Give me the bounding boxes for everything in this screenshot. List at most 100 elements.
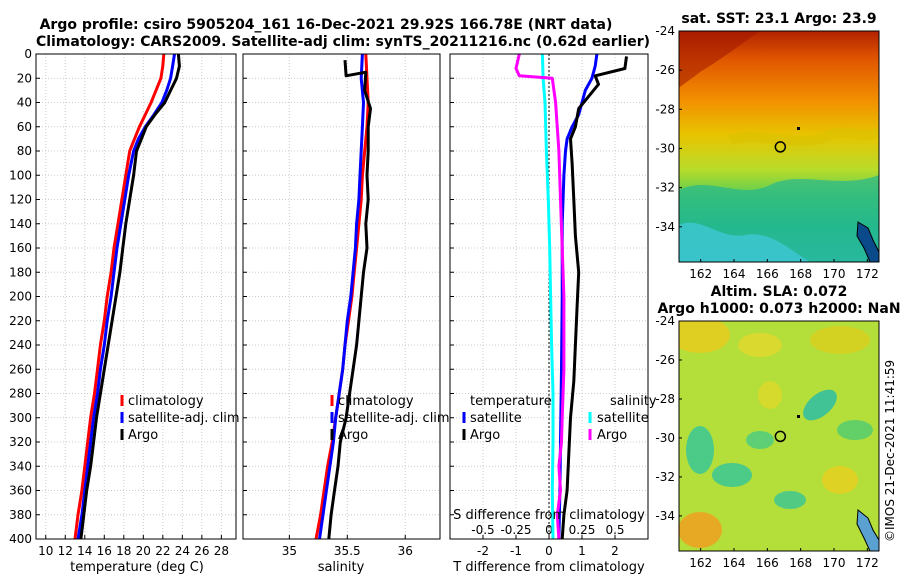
y-tick-label: 380 [9, 508, 32, 522]
map-y-tick-label: -26 [655, 63, 675, 77]
temperature-xlabel: temperature (deg C) [70, 560, 204, 575]
figure-title-line2: Climatology: CARS2009. Satellite-adj cli… [36, 34, 650, 50]
map-x-tick-label: 166 [756, 267, 779, 281]
sla-blob [738, 333, 782, 357]
y-tick-label: 400 [9, 532, 32, 546]
legend-label-climatology: climatology [338, 394, 414, 409]
temperature-legend: climatology satellite-adj. clim Argo [120, 394, 240, 443]
sst-land-outline [856, 221, 879, 262]
figure-title-line1: Argo profile: csiro 5905204_161 16-Dec-2… [40, 17, 613, 33]
y-tick-label: 120 [9, 193, 32, 207]
argo-location-marker [774, 430, 787, 443]
x-tick-label: 16 [97, 544, 112, 558]
series-line-argo [327, 59, 372, 540]
map-y-tick-label: -24 [655, 314, 675, 328]
y-tick-label: 60 [17, 120, 32, 134]
series-line-satellite-adj-clim [318, 53, 365, 540]
sst-map-title: sat. SST: 23.1 Argo: 23.9 [681, 11, 876, 27]
sst-coolest-patch [679, 222, 810, 262]
y-tick-label: 320 [9, 435, 32, 449]
map-x-tick-label: 162 [689, 556, 712, 570]
y-tick-label: 40 [17, 96, 32, 110]
map-y-tick-label: -28 [655, 102, 675, 116]
map-x-tick-label: 166 [756, 556, 779, 570]
salinity-panel: 35 35.5 36 [242, 53, 441, 558]
y-tick-label: 340 [9, 459, 32, 473]
plot-frame [449, 53, 649, 540]
sla-blob [758, 381, 782, 409]
y-tick-label: 260 [9, 362, 32, 376]
y-tick-label: 160 [9, 241, 32, 255]
sst-island-dot [797, 127, 800, 130]
legend-label-argo: Argo [128, 428, 158, 443]
map-y-tick-label: -26 [655, 353, 675, 367]
legend-title-temperature: temperature [470, 394, 552, 409]
plot-frame [242, 53, 441, 540]
y-tick-label: 300 [9, 411, 32, 425]
salinity-legend: climatology satellite-adj. clim Argo [330, 394, 450, 443]
sla-blob [822, 466, 858, 494]
map-y-tick-label: -34 [655, 509, 675, 523]
map-x-tick-label: 164 [723, 556, 746, 570]
secondary-tick-label: -0.25 [500, 523, 531, 537]
legend-label-argo: Argo [338, 428, 368, 443]
x-tick-label: 36 [398, 544, 413, 558]
y-tick-label: 140 [9, 217, 32, 231]
y-tick-label: 180 [9, 265, 32, 279]
y-tick-label: 20 [17, 71, 32, 85]
sst-map [678, 30, 880, 263]
sla-blob [746, 431, 774, 449]
series-line-salinity-satellite [540, 53, 555, 540]
x-tick-label: 24 [175, 544, 190, 558]
legend-label-temp-argo: Argo [470, 428, 500, 443]
series-line-satellite-adj-clim [76, 53, 176, 540]
sst-frame [678, 30, 880, 263]
series-line-temperature-argo [560, 56, 628, 540]
sla-blob [810, 326, 870, 354]
argo-location-marker [774, 141, 787, 153]
x-tick-label: 2 [611, 544, 619, 558]
series-line-climatology [73, 53, 166, 540]
x-tick-label: 12 [58, 544, 73, 558]
map-y-tick-label: -30 [655, 141, 675, 155]
sla-blob [679, 321, 730, 353]
map-y-tick-label: -28 [655, 392, 675, 406]
y-tick-label: 80 [17, 144, 32, 158]
sla-blob [679, 512, 722, 548]
legend-label-sal-satellite: satellite [597, 411, 649, 426]
sla-frame [678, 320, 880, 552]
map-y-tick-label: -32 [655, 181, 675, 195]
sla-blob [803, 389, 837, 421]
legend-label-satellite: satellite-adj. clim [338, 411, 450, 426]
map-axes: 162 164 166 168 170 172 -24 -26 -28 -30 -32 -34 162 1… [655, 24, 878, 570]
map-x-tick-label: 170 [823, 267, 846, 281]
sla-blob [712, 463, 752, 487]
sla-island-dot [797, 415, 800, 418]
secondary-tick-label: 0 [545, 523, 553, 537]
x-tick-label: 35 [282, 544, 297, 558]
legend-label-sal-argo: Argo [597, 428, 627, 443]
map-x-tick-label: 168 [789, 556, 812, 570]
y-tick-label: 360 [9, 484, 32, 498]
difference-secondary-xlabel: S difference from climatology [453, 508, 645, 523]
legend-label-temp-satellite: satellite [470, 411, 522, 426]
x-tick-label: 26 [194, 544, 209, 558]
map-x-tick-label: 172 [856, 267, 879, 281]
difference-legend: temperature satellite Argo salinity sate… [462, 394, 657, 443]
x-tick-label: 20 [136, 544, 151, 558]
sst-front [728, 127, 879, 146]
difference-panel: -2 -1 0 1 2 -0.5 -0.25 0 0.25 0.5 [449, 53, 649, 558]
x-tick-label: -2 [477, 544, 489, 558]
legend-label-climatology: climatology [128, 394, 204, 409]
x-tick-label: -1 [510, 544, 522, 558]
series-line-temperature-satellite [557, 53, 599, 540]
y-tick-label: 240 [9, 338, 32, 352]
series-line-salinity-argo [514, 53, 566, 540]
secondary-tick-label: -0.5 [471, 523, 494, 537]
map-x-tick-label: 168 [789, 267, 812, 281]
x-tick-label: 1 [578, 544, 586, 558]
x-tick-label: 0 [545, 544, 553, 558]
map-x-tick-label: 162 [689, 267, 712, 281]
map-x-tick-label: 164 [723, 267, 746, 281]
